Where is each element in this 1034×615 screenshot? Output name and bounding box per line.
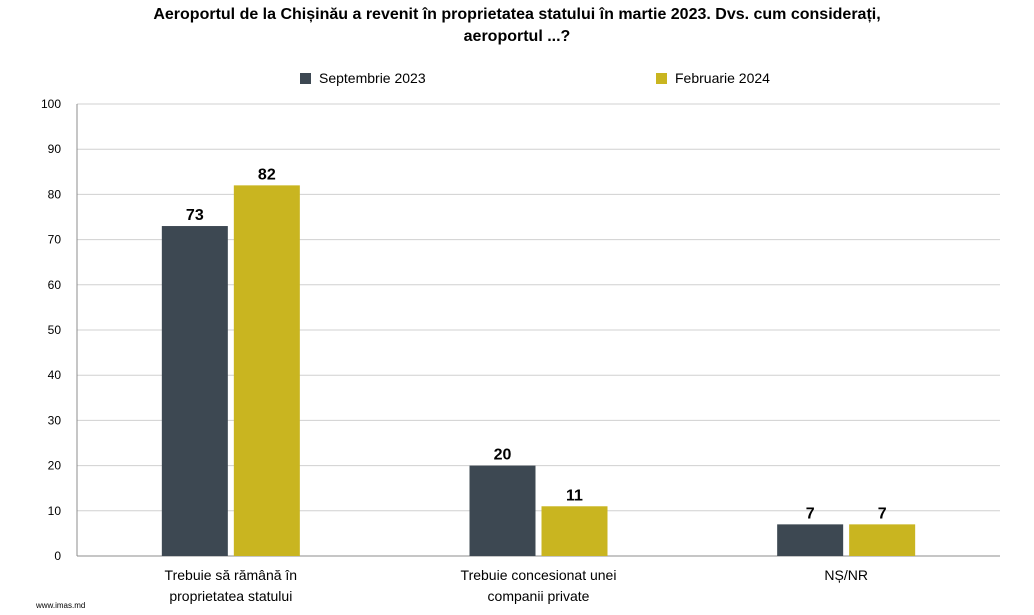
legend-item-series-2: Februarie 2024 xyxy=(656,70,770,86)
legend-label-series-2: Februarie 2024 xyxy=(675,70,770,86)
y-tick-label: 10 xyxy=(48,504,62,518)
data-label: 82 xyxy=(258,166,276,183)
y-tick-label: 70 xyxy=(48,233,62,247)
data-label: 7 xyxy=(878,505,887,522)
y-tick-label: 90 xyxy=(48,142,62,156)
bar-1-1 xyxy=(541,506,608,556)
data-label: 73 xyxy=(186,207,204,224)
y-tick-label: 30 xyxy=(48,413,62,427)
bar-2-0 xyxy=(777,524,844,556)
bar-0-0 xyxy=(161,226,228,557)
data-label: 20 xyxy=(494,447,512,464)
chart-title: Aeroportul de la Chișinău a revenit în p… xyxy=(0,4,1034,48)
chart-title-line-1: Aeroportul de la Chișinău a revenit în p… xyxy=(153,6,881,23)
x-tick-label: Trebuie concesionat unei xyxy=(461,567,617,583)
y-tick-label: 0 xyxy=(54,549,61,563)
chart-legend: Septembrie 2023 Februarie 2024 xyxy=(0,70,1034,90)
bar-0-1 xyxy=(233,185,300,557)
legend-swatch-series-2 xyxy=(656,72,667,84)
y-tick-label: 40 xyxy=(48,368,62,382)
footer-source: www.imas.md xyxy=(36,601,86,610)
chart-title-line-2: aeroportul ...? xyxy=(463,28,571,45)
y-tick-label: 80 xyxy=(48,187,62,201)
data-label: 11 xyxy=(566,487,583,504)
y-tick-label: 60 xyxy=(48,278,62,292)
legend-swatch-series-1 xyxy=(300,72,311,84)
legend-label-series-1: Septembrie 2023 xyxy=(319,70,426,86)
y-tick-label: 50 xyxy=(48,323,62,337)
bar-2-1 xyxy=(849,524,916,556)
data-label: 7 xyxy=(806,505,815,522)
y-tick-label: 20 xyxy=(48,459,62,473)
x-tick-label: NȘ/NR xyxy=(824,567,868,583)
legend-item-series-1: Septembrie 2023 xyxy=(300,70,426,86)
x-tick-label: proprietatea statului xyxy=(169,588,292,604)
y-tick-label: 100 xyxy=(41,97,61,111)
x-tick-label: Trebuie să rămână în xyxy=(165,567,298,583)
bar-1-0 xyxy=(469,465,536,556)
x-tick-label: companii private xyxy=(488,588,590,604)
